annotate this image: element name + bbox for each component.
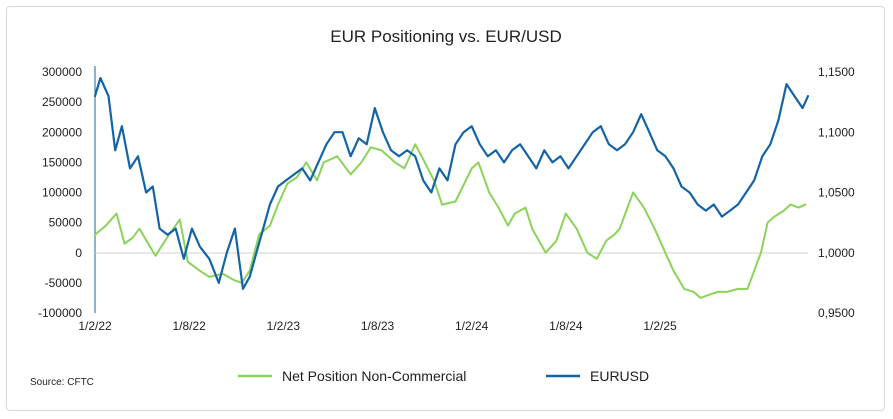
left-tick-label: 50000 bbox=[49, 216, 83, 230]
x-tick-label: 1/2/25 bbox=[643, 319, 677, 333]
left-axis: 300000 250000 200000 150000 100000 50000 0 -500… bbox=[38, 65, 808, 320]
right-tick-label: 1,1000 bbox=[818, 125, 855, 139]
right-tick-label: 1,1500 bbox=[818, 65, 855, 79]
left-tick-label: -100000 bbox=[38, 306, 82, 320]
left-tick-label: 300000 bbox=[42, 65, 82, 79]
x-tick-label: 1/2/24 bbox=[455, 319, 489, 333]
x-tick-label: 1/8/24 bbox=[549, 319, 583, 333]
x-tick-label: 1/8/22 bbox=[172, 319, 206, 333]
left-tick-label: 250000 bbox=[42, 95, 82, 109]
legend-label: Net Position Non-Commercial bbox=[282, 368, 466, 384]
left-tick-label: 150000 bbox=[42, 155, 82, 169]
x-tick-label: 1/8/23 bbox=[361, 319, 395, 333]
series-eurusd-line bbox=[93, 76, 810, 290]
legend-label: EURUSD bbox=[590, 368, 649, 384]
right-axis: 1,1500 1,1000 1,0500 1,0000 0,9500 bbox=[818, 65, 855, 320]
series-net-position-line bbox=[94, 143, 807, 299]
legend: Net Position Non-Commercial EURUSD bbox=[238, 368, 649, 384]
left-tick-label: 100000 bbox=[42, 186, 82, 200]
right-tick-label: 1,0500 bbox=[818, 186, 855, 200]
x-tick-label: 1/2/22 bbox=[78, 319, 112, 333]
right-tick-label: 1,0000 bbox=[818, 246, 855, 260]
x-axis: 1/2/22 1/8/22 1/2/23 1/8/23 1/2/24 1/8/24 1/2/… bbox=[78, 319, 677, 333]
series-layer bbox=[93, 76, 810, 299]
chart-title: EUR Positioning vs. EUR/USD bbox=[330, 27, 561, 46]
chart-card bbox=[6, 6, 885, 411]
left-tick-label: -50000 bbox=[45, 276, 83, 290]
source-note: Source: CFTC bbox=[30, 377, 94, 388]
x-tick-label: 1/2/23 bbox=[267, 319, 301, 333]
left-tick-label: 200000 bbox=[42, 125, 82, 139]
left-tick-label: 0 bbox=[75, 246, 82, 260]
right-tick-label: 0,9500 bbox=[818, 306, 855, 320]
